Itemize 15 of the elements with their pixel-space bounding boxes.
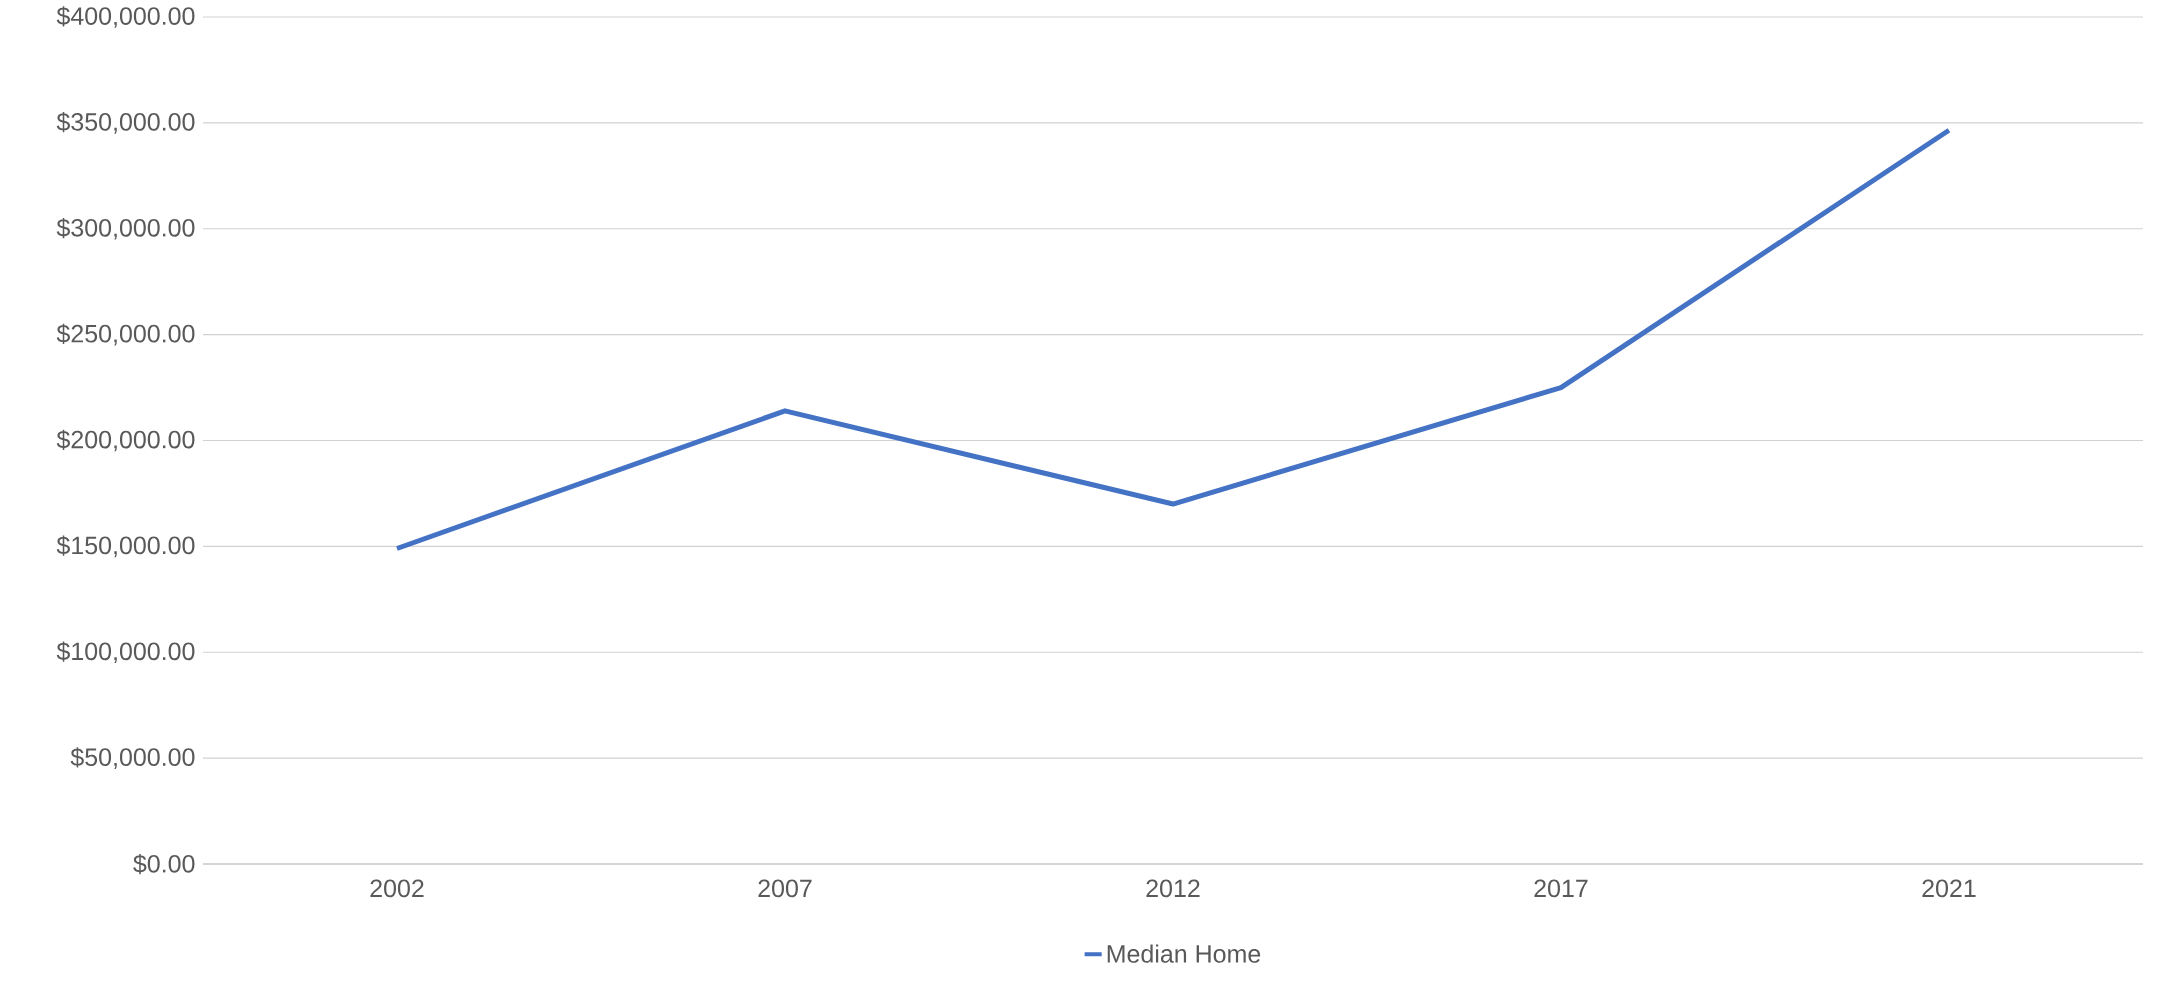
legend-label: Median Home [1107, 944, 1261, 963]
y-tick-label: $200,000.00 [56, 429, 195, 452]
y-tick-label: $300,000.00 [56, 217, 195, 240]
x-tick-label: 2012 [1146, 879, 1200, 898]
y-tick-label: $400,000.00 [56, 6, 195, 28]
x-tick-label: 2021 [1922, 879, 1976, 898]
x-tick-label: 2017 [1534, 879, 1588, 898]
y-tick-label: $100,000.00 [56, 641, 195, 664]
y-tick-label: $50,000.00 [70, 747, 195, 769]
y-tick-label: $250,000.00 [56, 323, 195, 346]
x-tick-label: 2007 [758, 879, 812, 898]
y-tick-label: $150,000.00 [56, 535, 195, 558]
y-tick-label: $350,000.00 [56, 112, 195, 134]
x-tick-label: 2002 [370, 879, 424, 898]
y-tick-label: $0.00 [133, 853, 195, 875]
